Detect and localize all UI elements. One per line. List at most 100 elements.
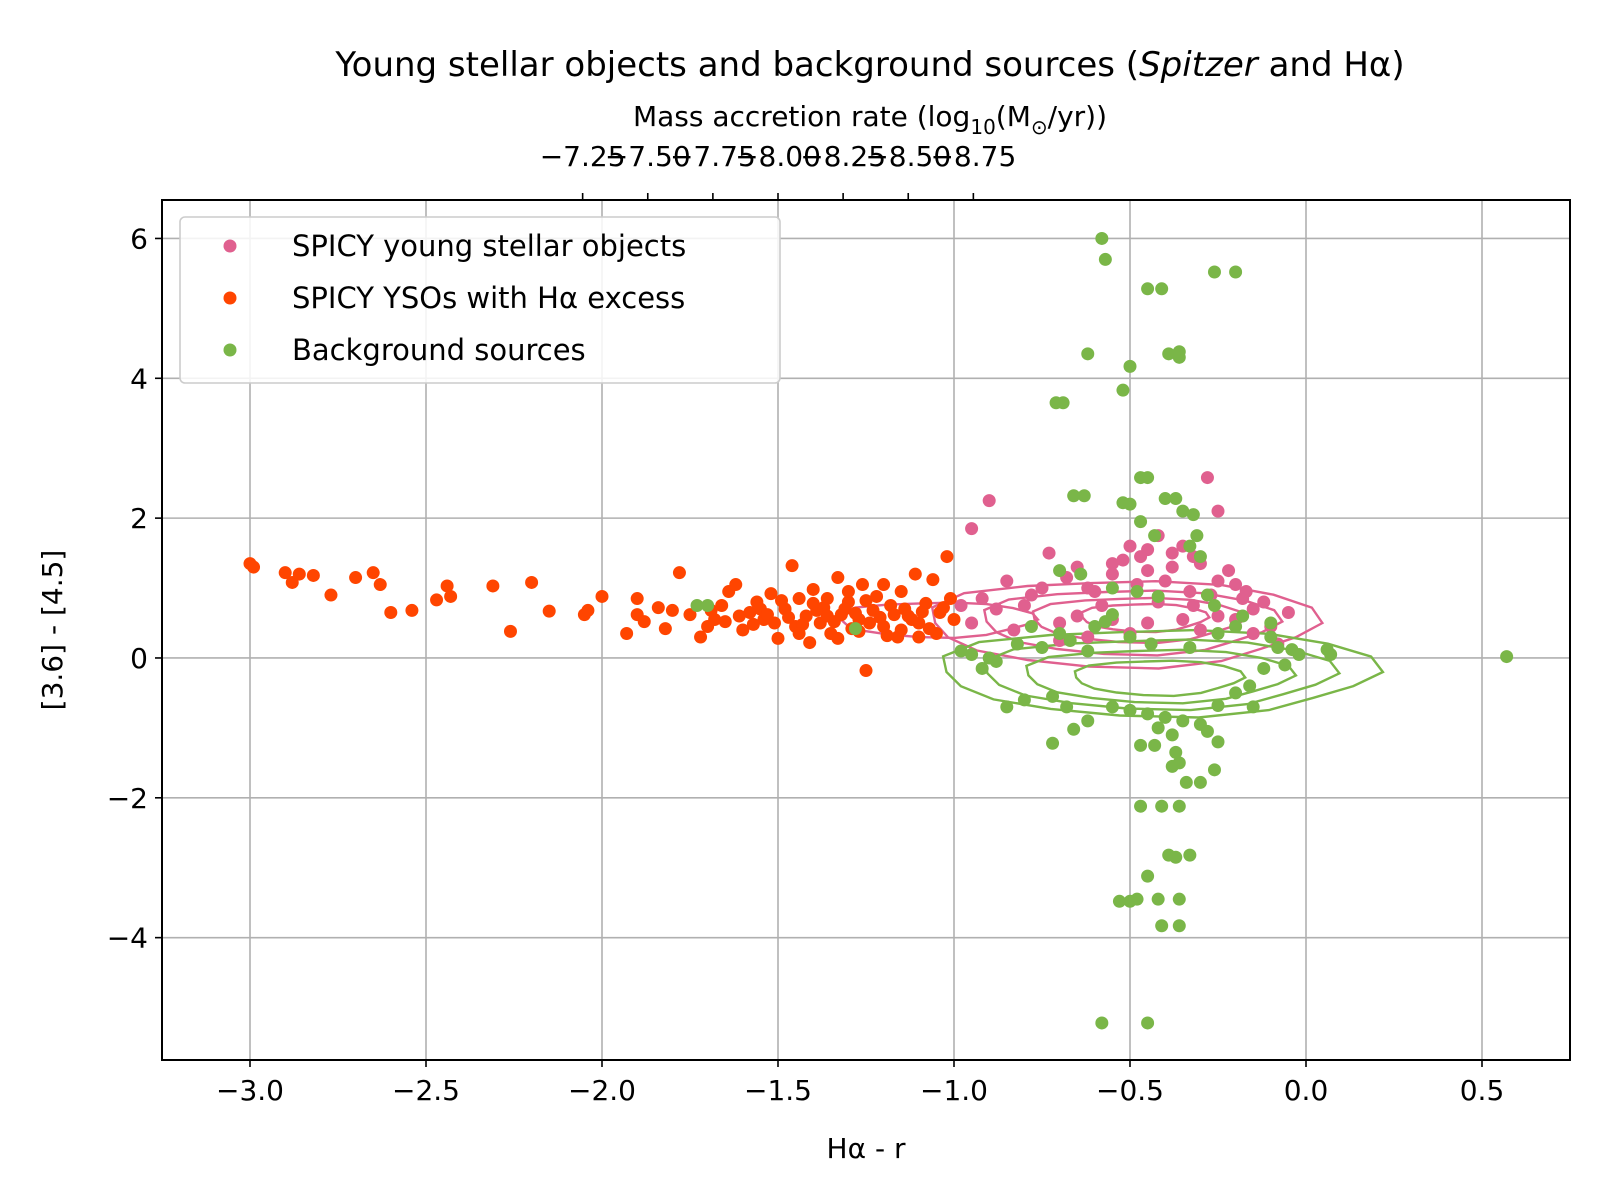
chart-title: Young stellar objects and background sou… — [334, 45, 1404, 85]
legend-marker — [223, 239, 237, 253]
scatter-point — [486, 579, 500, 593]
scatter-point — [1190, 529, 1204, 543]
contour-line — [1025, 648, 1298, 705]
scatter-point — [792, 626, 806, 640]
scatter-point — [859, 664, 873, 678]
y-tick-label: 6 — [130, 222, 148, 255]
scatter-point — [1172, 799, 1186, 813]
scatter-point — [595, 589, 609, 603]
scatter-point — [908, 567, 922, 581]
scatter-point — [1211, 626, 1225, 640]
scatter-point — [1067, 722, 1081, 736]
scatter-point — [1035, 581, 1049, 595]
scatter-point — [542, 604, 556, 618]
scatter-point — [729, 578, 743, 592]
scatter-point — [1257, 595, 1271, 609]
scatter-point — [1229, 686, 1243, 700]
top-x-tick-label: −7.75 — [670, 140, 756, 173]
x-tick-label: 0.0 — [1284, 1074, 1329, 1107]
scatter-point — [1095, 1016, 1109, 1030]
scatter-point — [1000, 574, 1014, 588]
scatter-point — [1176, 613, 1190, 627]
scatter-point — [620, 626, 634, 640]
scatter-point — [1105, 557, 1119, 571]
scatter-point — [1186, 508, 1200, 522]
chart-title-italic: Spitzer — [1139, 45, 1260, 85]
scatter-point — [1067, 489, 1081, 503]
scatter-point — [827, 615, 841, 629]
scatter-point — [940, 550, 954, 564]
scatter-point — [1158, 492, 1172, 506]
scatter-point — [1162, 347, 1176, 361]
scatter-point — [975, 661, 989, 675]
y-tick-label: −2 — [107, 782, 148, 815]
scatter-point — [1264, 630, 1278, 644]
scatter-point — [1246, 700, 1260, 714]
scatter-point — [1183, 848, 1197, 862]
scatter-point — [912, 630, 926, 644]
scatter-point — [1134, 799, 1148, 813]
scatter-point — [1151, 892, 1165, 906]
scatter-point — [820, 592, 834, 606]
scatter-point — [982, 494, 996, 508]
scatter-point — [1151, 721, 1165, 735]
scatter-point — [1186, 599, 1200, 613]
scatter-point — [954, 644, 968, 658]
legend-label: SPICY YSOs with Hα excess — [292, 281, 685, 315]
scatter-point — [965, 616, 979, 630]
scatter-point — [1292, 647, 1306, 661]
y-tick-label: 0 — [130, 642, 148, 675]
scatter-point — [1200, 588, 1214, 602]
scatter-point — [1095, 231, 1109, 245]
scatter-point — [1155, 799, 1169, 813]
scatter-point — [405, 603, 419, 617]
scatter-point — [1116, 553, 1130, 567]
scatter-point — [1271, 640, 1285, 654]
scatter-point — [1141, 471, 1155, 485]
scatter-point — [880, 629, 894, 643]
scatter-point — [1144, 637, 1158, 651]
scatter-point — [746, 617, 760, 631]
scatter-point — [877, 578, 891, 592]
scatter-point — [694, 630, 708, 644]
scatter-point — [1183, 640, 1197, 654]
chart-title-prefix: Young stellar objects and background sou… — [334, 45, 1139, 85]
scatter-point — [803, 636, 817, 650]
scatter-point — [1158, 574, 1172, 588]
scatter-point — [1176, 714, 1190, 728]
scatter-point — [855, 578, 869, 592]
scatter-point — [1024, 588, 1038, 602]
scatter-point — [1211, 609, 1225, 623]
scatter-point — [665, 603, 679, 617]
scatter-point — [1169, 745, 1183, 759]
scatter-point — [922, 622, 936, 636]
scatter-point — [525, 575, 539, 589]
scatter-point — [806, 582, 820, 596]
scatter-point — [1222, 564, 1236, 578]
y-tick-label: −4 — [107, 922, 148, 955]
scatter-point — [1134, 738, 1148, 752]
legend-label: Background sources — [292, 333, 586, 367]
scatter-point — [1229, 578, 1243, 592]
scatter-point — [1243, 679, 1257, 693]
scatter-point — [1024, 620, 1038, 634]
plot-frame — [161, 199, 1571, 1061]
scatter-point — [870, 589, 884, 603]
top-x-axis-label-sub2: ⊙ — [1031, 115, 1048, 139]
scatter-point — [1000, 700, 1014, 714]
contour-line — [1073, 659, 1248, 698]
scatter-point — [1141, 1016, 1155, 1030]
scatter-point — [630, 592, 644, 606]
x-tick-label: −1.0 — [920, 1074, 988, 1107]
scatter-point — [1077, 489, 1091, 503]
scatter-point — [936, 601, 950, 615]
scatter-point — [1060, 700, 1074, 714]
scatter-point — [965, 647, 979, 661]
scatter-point — [1236, 609, 1250, 623]
scatter-point — [1264, 616, 1278, 630]
scatter-point — [1081, 630, 1095, 644]
scatter-point — [1053, 564, 1067, 578]
scatter-point — [975, 592, 989, 606]
scatter-point — [1200, 471, 1214, 485]
